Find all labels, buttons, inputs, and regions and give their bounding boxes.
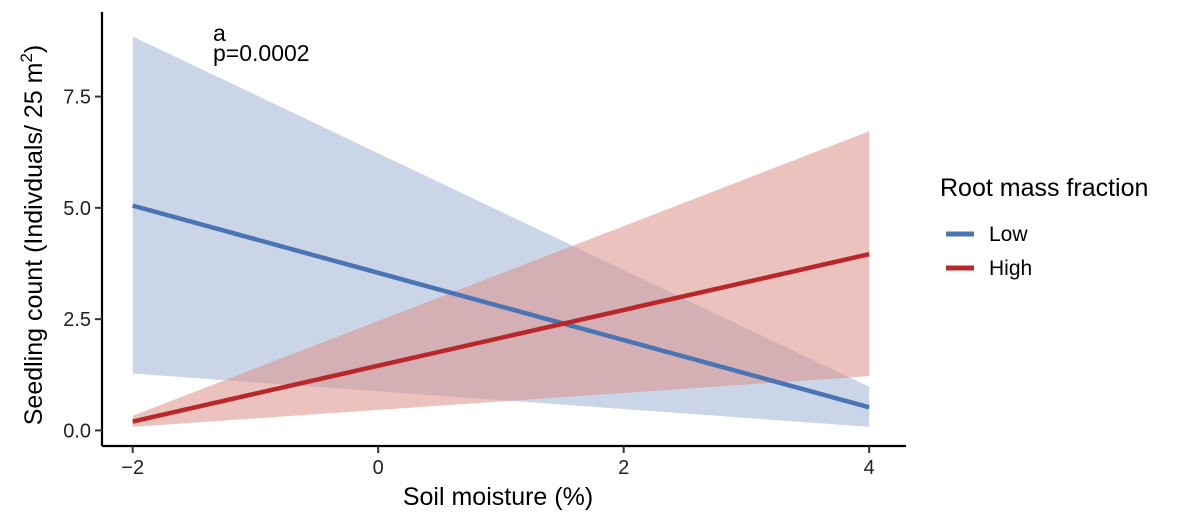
y-tick-label: 5.0	[63, 198, 91, 220]
y-tick-label: 2.5	[63, 309, 91, 331]
trend-line-high	[132, 251, 870, 424]
legend-label-high: High	[989, 257, 1032, 280]
ci-bands	[132, 36, 870, 427]
legend-label-low: Low	[989, 223, 1028, 246]
legend: Root mass fraction Low High	[940, 174, 1148, 280]
ci-band-high	[132, 131, 870, 427]
p-value-annotation: p=0.0002	[213, 40, 310, 66]
x-axis-title: Soil moisture (%)	[403, 483, 593, 511]
x-tick-label: 2	[618, 457, 629, 479]
trend-lines	[132, 203, 870, 424]
panel-letter: a	[213, 20, 226, 46]
x-tick-label: 4	[864, 457, 875, 479]
y-axis-title-close: )	[20, 45, 48, 53]
legend-title: Root mass fraction	[940, 174, 1148, 202]
y-tick-label: 0.0	[63, 420, 91, 442]
axes	[100, 12, 906, 448]
y-axis-title: Seedling count (Indivduals/ 25 m2)	[17, 45, 48, 426]
x-axis-ticks: −2 0 2 4	[121, 446, 875, 479]
x-tick-label: −2	[121, 457, 144, 479]
y-tick-label: 7.5	[63, 87, 91, 109]
y-axis-ticks: 0.0 2.5 5.0 7.5	[63, 87, 102, 442]
y-axis-title-main: Seedling count (Indivduals/ 25 m	[20, 63, 48, 426]
y-axis-title-superscript: 2	[17, 53, 36, 62]
trend-line-low	[132, 203, 870, 410]
x-tick-label: 0	[373, 457, 384, 479]
